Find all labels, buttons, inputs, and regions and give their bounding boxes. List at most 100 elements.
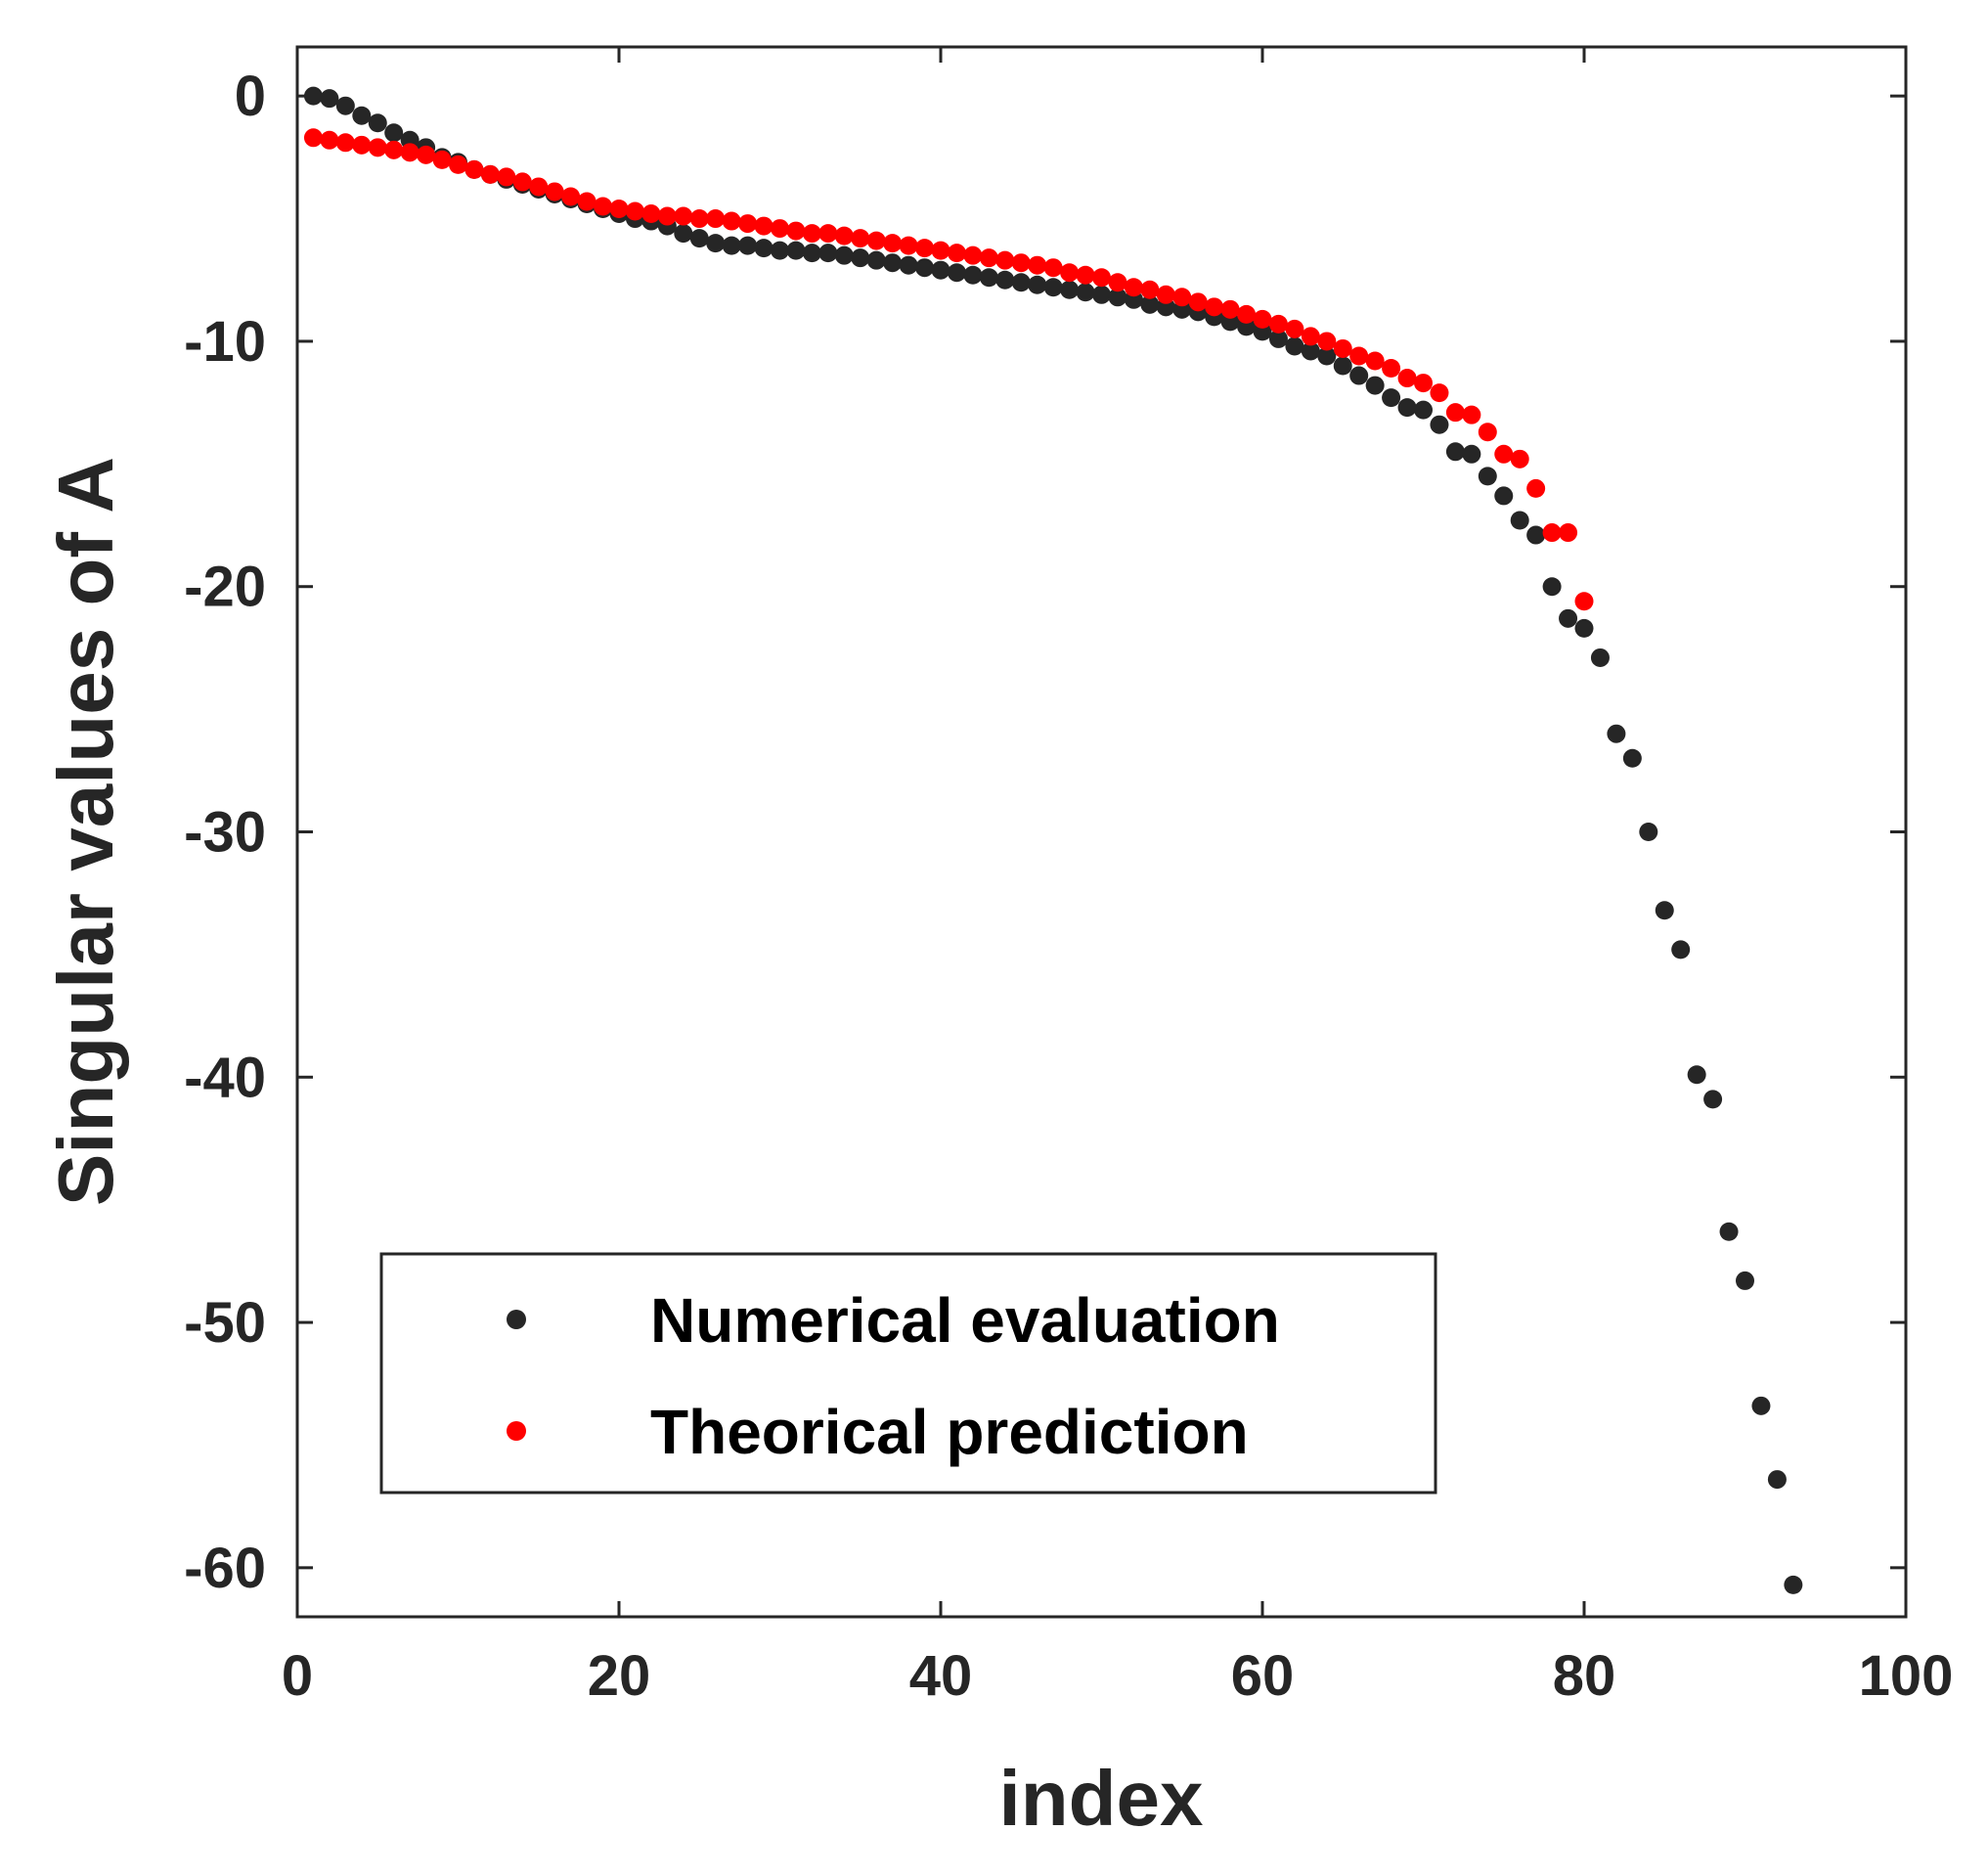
numerical-point [1397,398,1417,418]
y-tick-label: -50 [184,1291,266,1355]
theoretical-point [963,246,983,265]
numerical-point [1526,525,1546,545]
y-tick-label: 0 [235,65,266,128]
theoretical-point [866,231,886,250]
numerical-point [1736,1271,1754,1290]
theoretical-point [851,229,870,248]
numerical-point [1043,278,1063,297]
theoretical-point [497,167,516,187]
x-tick-label: 0 [282,1644,313,1708]
theoretical-point [368,138,387,157]
theoretical-point [1237,304,1257,324]
theoretical-point [577,192,596,211]
numerical-point [1301,341,1320,361]
theoretical-point [834,226,854,246]
legend: Numerical evaluation Theorical predictio… [379,1252,1437,1495]
theoretical-point [529,177,549,197]
numerical-point [706,234,726,253]
numerical-point [834,246,854,265]
legend-marker-numerical-evaluation [507,1310,526,1329]
legend-label-numerical-evaluation: Numerical evaluation [650,1285,1280,1356]
theoretical-point [432,150,452,169]
numerical-point [915,258,935,278]
theoretical-point [1285,319,1304,338]
numerical-point [368,113,387,133]
legend-label-theorical-prediction: Theorical prediction [650,1397,1249,1467]
theoretical-point [1220,299,1240,319]
numerical-point [931,260,950,280]
numerical-point [335,96,355,115]
theoretical-point [1494,444,1514,464]
theoretical-point [417,145,436,164]
numerical-point [1655,901,1674,920]
theoretical-point [1542,523,1562,543]
numerical-point [352,106,372,125]
numerical-point [1590,647,1610,667]
y-axis-title: Singular values of A [42,457,129,1206]
x-tick-label: 40 [909,1644,973,1708]
theoretical-point [1462,405,1481,424]
y-tick-label: -10 [184,310,266,374]
theoretical-point [335,133,355,153]
numerical-point [1349,366,1369,385]
numerical-point [883,253,903,273]
numerical-point [1719,1222,1739,1241]
numerical-point [1671,940,1691,960]
theoretical-point [995,250,1015,270]
plot-area-frame [295,45,1908,1619]
numerical-point [722,236,741,255]
numerical-point [1140,294,1160,314]
numerical-point [1092,285,1111,304]
numerical-point [802,244,821,263]
theoretical-point [320,130,339,150]
y-tick-label: -30 [184,801,266,865]
theoretical-point [979,248,998,268]
theoretical-point [1011,253,1031,273]
theoretical-point [1205,297,1224,317]
theoretical-point [883,234,903,253]
x-tick-label: 20 [588,1644,651,1708]
y-tick-label: -60 [184,1537,266,1600]
theoretical-point [1365,351,1385,371]
numerical-point [1462,444,1481,464]
x-tick-label: 100 [1859,1644,1954,1708]
legend-marker-theorical-prediction [507,1421,526,1441]
numerical-point [1317,346,1337,366]
theoretical-point [1156,285,1175,304]
numerical-point [1494,486,1514,506]
numerical-point [1703,1090,1723,1109]
numerical-point [384,123,404,143]
theoretical-point [706,209,726,229]
numerical-point [818,244,838,263]
theoretical-point [449,155,467,174]
numerical-point [1060,280,1080,299]
numerical-point [963,265,983,285]
numerical-point [303,86,323,106]
theoretical-point [722,211,741,231]
theoretical-point [1510,449,1529,469]
theoretical-point [771,219,789,239]
theoretical-point [1526,478,1546,498]
numerical-point [1076,283,1095,302]
theoretical-point [1397,369,1417,388]
numerical-point [1028,275,1047,294]
theoretical-point [1124,278,1143,297]
theoretical-point [1268,314,1288,334]
theoretical-point [1478,423,1497,442]
theoretical-point [1333,338,1352,358]
numerical-point [1639,823,1658,841]
theoretical-point [738,214,758,234]
numerical-point [1607,724,1626,743]
numerical-point [995,270,1015,290]
theoretical-point [1559,523,1578,543]
theoretical-point [352,135,372,155]
theoretical-point [915,239,935,258]
numerical-point [738,236,758,255]
theoretical-point [899,236,918,255]
numerical-point [979,268,998,288]
numerical-point [1382,388,1401,408]
theoretical-point [1349,346,1369,366]
numerical-point [786,241,806,260]
series-theorical-prediction [303,128,1594,611]
numerical-point [1430,415,1449,434]
